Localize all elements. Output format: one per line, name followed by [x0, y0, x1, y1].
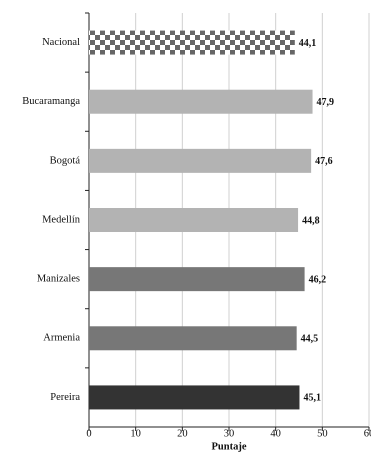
bar [89, 385, 300, 410]
bar [89, 208, 299, 232]
x-tick-label: 20 [177, 428, 188, 439]
y-tick-label: Armenia [43, 333, 80, 344]
x-axis-label: Puntaje [212, 441, 247, 452]
y-tick-label: Manizales [37, 274, 80, 285]
x-tick-label: 50 [317, 428, 328, 439]
bar [89, 148, 312, 173]
y-tick-label: Bucaramanga [22, 96, 80, 107]
value-label: 44,1 [299, 38, 317, 49]
y-tick-label: Bogotá [50, 155, 81, 166]
y-tick-label: Medellín [42, 214, 81, 225]
x-tick-label: 40 [270, 428, 281, 439]
x-tick-label: 10 [130, 428, 141, 439]
bar [89, 267, 305, 292]
value-label: 46,2 [309, 274, 327, 285]
value-label: 44,5 [301, 334, 319, 345]
x-tick-label: 60 [364, 428, 371, 439]
value-label: 44,8 [302, 215, 320, 226]
y-tick-label: Pereira [50, 392, 80, 403]
bar [89, 30, 295, 55]
x-tick-label: 0 [86, 428, 91, 439]
bar [89, 326, 297, 351]
bar [89, 89, 313, 114]
x-tick-label: 30 [224, 428, 235, 439]
value-label: 47,9 [317, 97, 335, 108]
value-label: 47,6 [315, 156, 333, 167]
y-tick-label: Nacional [42, 37, 80, 48]
value-label: 45,1 [303, 393, 321, 404]
